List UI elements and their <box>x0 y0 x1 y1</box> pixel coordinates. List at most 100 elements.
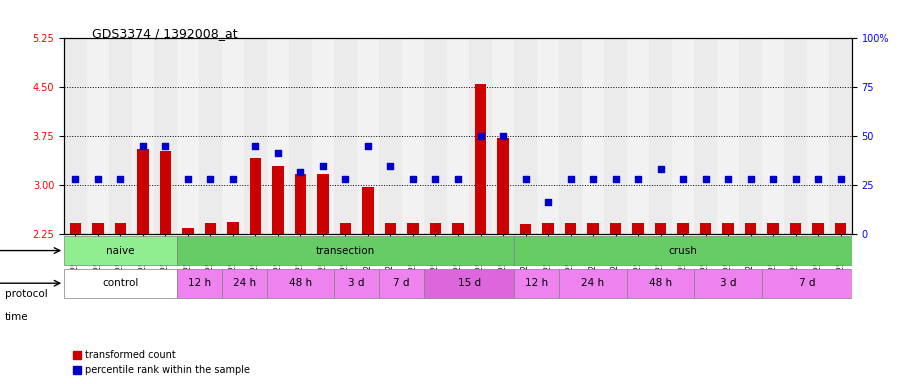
Bar <box>295 174 306 234</box>
FancyBboxPatch shape <box>334 268 379 298</box>
Bar <box>317 174 329 234</box>
Point <box>225 176 240 182</box>
Bar <box>565 223 576 234</box>
Bar <box>542 223 553 234</box>
Bar <box>137 149 148 234</box>
Point <box>766 176 780 182</box>
Point <box>406 176 420 182</box>
Bar <box>694 38 717 234</box>
FancyBboxPatch shape <box>762 268 852 298</box>
Bar <box>199 38 222 234</box>
Point <box>834 176 848 182</box>
Bar <box>469 38 492 234</box>
FancyBboxPatch shape <box>379 268 424 298</box>
Bar <box>356 38 379 234</box>
Bar <box>582 38 605 234</box>
Bar <box>340 223 351 234</box>
FancyBboxPatch shape <box>514 268 560 298</box>
Bar <box>311 38 334 234</box>
Text: 3 d: 3 d <box>720 278 736 288</box>
FancyBboxPatch shape <box>627 268 694 298</box>
Point <box>248 143 263 149</box>
Bar <box>723 223 734 234</box>
Point <box>136 143 150 149</box>
Point <box>496 133 510 139</box>
Bar <box>835 223 846 234</box>
Bar <box>272 166 284 234</box>
FancyBboxPatch shape <box>64 236 177 265</box>
Bar <box>227 222 238 234</box>
Text: 12 h: 12 h <box>188 278 211 288</box>
Point <box>91 176 105 182</box>
FancyBboxPatch shape <box>64 268 177 298</box>
Bar <box>93 223 104 234</box>
Text: 48 h: 48 h <box>649 278 672 288</box>
Point <box>338 176 353 182</box>
Bar <box>627 38 649 234</box>
Bar <box>807 38 829 234</box>
Bar <box>514 38 537 234</box>
Bar <box>520 225 531 234</box>
Bar <box>379 38 402 234</box>
Bar <box>154 38 177 234</box>
Point <box>631 176 646 182</box>
Bar <box>177 38 199 234</box>
Bar <box>402 38 424 234</box>
Point <box>293 169 308 175</box>
Bar <box>587 223 599 234</box>
Text: 24 h: 24 h <box>233 278 256 288</box>
Bar <box>497 137 508 234</box>
Point <box>113 176 127 182</box>
Bar <box>678 223 689 234</box>
Bar <box>784 38 807 234</box>
Text: 24 h: 24 h <box>582 278 605 288</box>
Bar <box>87 38 109 234</box>
Bar <box>408 223 419 234</box>
FancyBboxPatch shape <box>560 268 627 298</box>
Bar <box>812 223 823 234</box>
Point <box>789 176 803 182</box>
FancyBboxPatch shape <box>424 268 514 298</box>
Point <box>68 176 82 182</box>
FancyBboxPatch shape <box>514 236 852 265</box>
Bar <box>829 38 852 234</box>
Legend: transformed count, percentile rank within the sample: transformed count, percentile rank withi… <box>69 346 254 379</box>
Point <box>428 176 442 182</box>
Bar <box>762 38 784 234</box>
Point <box>518 176 533 182</box>
Bar <box>385 223 396 234</box>
Bar <box>205 223 216 234</box>
Text: 7 d: 7 d <box>799 278 815 288</box>
Point <box>698 176 713 182</box>
Bar <box>334 38 356 234</box>
Point <box>316 163 331 169</box>
Point <box>540 199 555 205</box>
Text: crush: crush <box>669 245 697 256</box>
Point <box>270 150 285 156</box>
Point <box>158 143 173 149</box>
Bar <box>537 38 560 234</box>
Bar <box>655 223 666 234</box>
Point <box>811 176 825 182</box>
Point <box>180 176 195 182</box>
Bar <box>245 38 267 234</box>
Bar <box>605 38 627 234</box>
Bar <box>363 187 374 234</box>
Bar <box>250 158 261 234</box>
Text: 12 h: 12 h <box>525 278 549 288</box>
Bar <box>610 223 621 234</box>
Point <box>653 166 668 172</box>
FancyBboxPatch shape <box>267 268 334 298</box>
Text: transection: transection <box>316 245 375 256</box>
Text: control: control <box>103 278 138 288</box>
Text: 48 h: 48 h <box>289 278 312 288</box>
Bar <box>447 38 469 234</box>
Bar <box>739 38 762 234</box>
Bar <box>430 223 442 234</box>
Bar <box>109 38 132 234</box>
Point <box>585 176 600 182</box>
FancyBboxPatch shape <box>177 236 514 265</box>
Bar <box>768 223 779 234</box>
Bar <box>700 223 711 234</box>
Text: 7 d: 7 d <box>394 278 410 288</box>
